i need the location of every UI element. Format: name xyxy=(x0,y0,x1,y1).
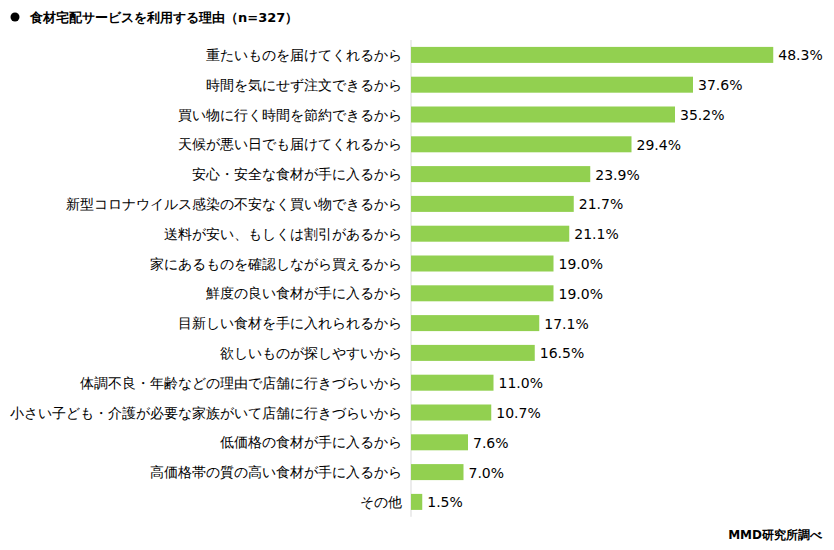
category-label: 欲しいものが探しやすいから xyxy=(220,345,402,361)
bar xyxy=(411,494,422,510)
bar xyxy=(411,256,554,272)
category-label: 鮮度の良い食材が手に入るから xyxy=(206,285,402,301)
bar xyxy=(411,464,464,480)
category-label: 家にあるものを確認しながら買えるから xyxy=(150,256,402,272)
category-label: 低価格の食材が手に入るから xyxy=(220,434,402,450)
chart: 食材宅配サービスを利用する理由（n=327） 重たいものを届けてくれるから 48.3… xyxy=(0,0,834,550)
category-label: 安心・安全な食材が手に入るから xyxy=(192,166,402,182)
category-label: その他 xyxy=(360,494,402,510)
bar xyxy=(411,166,590,182)
data-label: 48.3% xyxy=(778,47,822,63)
title-bullet xyxy=(11,13,20,22)
category-label: 小さい子ども・介護が必要な家族がいて店舗に行きづらいから xyxy=(10,405,402,421)
bar xyxy=(411,375,494,391)
category-label: 時間を気にせず注文できるから xyxy=(206,77,402,93)
data-label: 19.0% xyxy=(559,286,603,302)
source-note: MMD研究所調べ xyxy=(728,528,823,542)
bar xyxy=(411,136,632,152)
category-label: 送料が安い、もしくは割引があるから xyxy=(164,226,402,242)
data-label: 11.0% xyxy=(499,375,543,391)
bar xyxy=(411,107,675,123)
category-label: 買い物に行く時間を節約できるから xyxy=(178,107,402,123)
data-label: 19.0% xyxy=(559,256,603,272)
category-label: 重たいものを届けてくれるから xyxy=(206,47,402,63)
category-label: 新型コロナウイルス感染の不安なく買い物できるから xyxy=(66,196,402,212)
bar xyxy=(411,285,554,301)
data-label: 35.2% xyxy=(680,107,724,123)
bar xyxy=(411,77,693,93)
data-label: 21.1% xyxy=(574,226,618,242)
data-label: 7.0% xyxy=(469,465,505,481)
data-label: 21.7% xyxy=(579,196,623,212)
bar xyxy=(411,315,539,331)
category-label: 天候が悪い日でも届けてくれるから xyxy=(178,136,402,152)
data-label: 1.5% xyxy=(427,494,463,510)
data-label: 7.6% xyxy=(473,435,509,451)
bar xyxy=(411,405,491,421)
title: 食材宅配サービスを利用する理由（n=327） xyxy=(29,10,298,25)
bar xyxy=(411,434,468,450)
bars xyxy=(411,47,773,510)
category-label: 目新しい食材を手に入れられるから xyxy=(178,315,402,331)
bar xyxy=(411,226,569,242)
data-label: 10.7% xyxy=(496,405,540,421)
category-label: 高価格帯の質の高い食材が手に入るから xyxy=(150,464,402,480)
data-label: 17.1% xyxy=(544,316,588,332)
bar xyxy=(411,47,773,63)
data-label: 16.5% xyxy=(540,345,584,361)
category-label: 体調不良・年齢などの理由で店舗に行きづらいから xyxy=(80,375,402,391)
bar xyxy=(411,345,535,361)
bar xyxy=(411,196,574,212)
data-label: 23.9% xyxy=(595,167,639,183)
data-label: 29.4% xyxy=(637,137,681,153)
data-label: 37.6% xyxy=(698,77,742,93)
